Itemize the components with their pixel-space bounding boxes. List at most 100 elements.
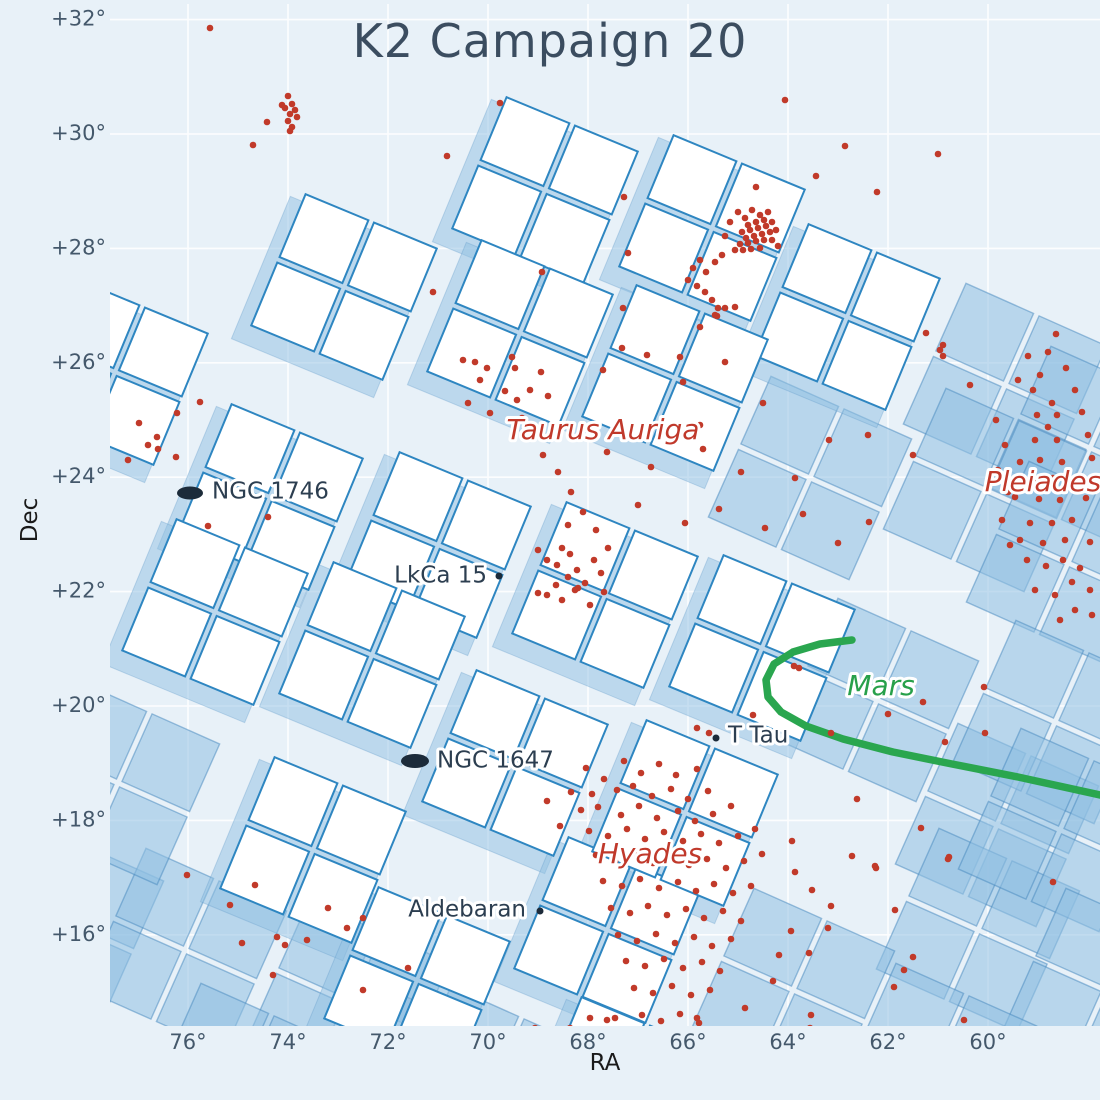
ccd-channel [494, 335, 586, 428]
chart-title: K2 Campaign 20 [352, 14, 748, 68]
target-point [476, 376, 484, 384]
ccd-channel [346, 657, 438, 750]
target-point [721, 358, 729, 366]
target-point [853, 795, 861, 803]
y-tick-label: +20° [51, 693, 106, 717]
active-module [667, 553, 857, 743]
target-point [1006, 541, 1014, 549]
target-point [620, 193, 628, 201]
target-point [238, 939, 246, 947]
target-point [1039, 539, 1047, 547]
target-point [496, 99, 504, 107]
target-point [752, 183, 760, 191]
active-module [249, 192, 439, 382]
target-point [124, 456, 132, 464]
target-point [1026, 519, 1034, 527]
target-point [679, 964, 687, 972]
target-point [715, 839, 723, 847]
region-label: Pleiades [985, 465, 1100, 498]
active-modules [110, 95, 942, 1026]
x-tick-label: 62° [869, 1030, 906, 1054]
target-point [567, 1024, 573, 1026]
target-point [284, 117, 292, 125]
target-point [865, 518, 873, 526]
active-module [512, 835, 702, 1025]
ccd-channel [117, 306, 210, 398]
ccd-channel [547, 124, 640, 216]
target-point [788, 837, 796, 845]
ccd-channel [374, 589, 467, 681]
x-tick-label: 76° [169, 1030, 206, 1054]
target-point [641, 835, 649, 843]
target-point [994, 466, 1002, 474]
target-point [727, 802, 735, 810]
target-point [841, 142, 849, 150]
target-point [1053, 411, 1061, 419]
ccd-channel [277, 629, 370, 721]
y-axis-label: Dec [17, 497, 43, 543]
target-point [693, 1014, 701, 1022]
target-point [936, 346, 944, 354]
target-point [752, 237, 760, 245]
target-point [807, 1011, 815, 1019]
target-point [1052, 330, 1060, 338]
target-point [939, 352, 947, 360]
target-point [706, 986, 714, 994]
target-point [760, 236, 768, 244]
object-label: T Tau [727, 723, 788, 749]
target-point [739, 246, 747, 254]
target-point [660, 828, 668, 836]
target-point [834, 539, 842, 547]
target-point [251, 881, 259, 889]
target-point [635, 802, 643, 810]
star-marker [495, 572, 503, 580]
target-point [604, 832, 612, 840]
target-point [581, 579, 589, 587]
target-point [513, 396, 521, 404]
target-point [900, 966, 908, 974]
target-point [674, 878, 682, 886]
target-point [657, 1017, 665, 1025]
active-module [580, 283, 770, 473]
target-point [1086, 586, 1094, 594]
target-point [544, 392, 552, 400]
target-point [532, 1024, 538, 1026]
ccd-channel [419, 914, 512, 1006]
target-point [173, 409, 181, 417]
target-point [791, 868, 799, 876]
active-module [175, 402, 365, 592]
target-point [696, 256, 704, 264]
target-point [553, 561, 561, 569]
target-point [748, 206, 756, 214]
target-point [558, 544, 566, 552]
target-point [534, 546, 542, 554]
region-label: Taurus Auriga [507, 413, 700, 446]
target-point [734, 208, 742, 216]
target-point [719, 907, 727, 915]
target-point [1024, 352, 1032, 360]
target-point [1059, 556, 1067, 564]
target-point [630, 849, 638, 857]
ccd-channel [554, 995, 646, 1026]
ccd-channel [217, 546, 310, 638]
open-cluster-marker [401, 754, 429, 768]
target-point [1023, 556, 1031, 564]
target-point [769, 977, 777, 985]
ccd-channel [479, 95, 571, 188]
target-point [459, 356, 467, 364]
target-point [566, 550, 574, 558]
target-point [909, 451, 917, 459]
target-point [543, 797, 551, 805]
target-point [741, 1004, 749, 1012]
target-point [324, 904, 332, 912]
target-point [704, 787, 712, 795]
target-point [685, 861, 693, 869]
star-marker [536, 907, 544, 915]
ccd-channel [609, 283, 701, 376]
target-point [711, 258, 719, 266]
target-point [611, 1014, 619, 1022]
target-point [263, 118, 271, 126]
target-point [992, 416, 1000, 424]
target-point [281, 941, 289, 949]
target-point [766, 228, 774, 236]
